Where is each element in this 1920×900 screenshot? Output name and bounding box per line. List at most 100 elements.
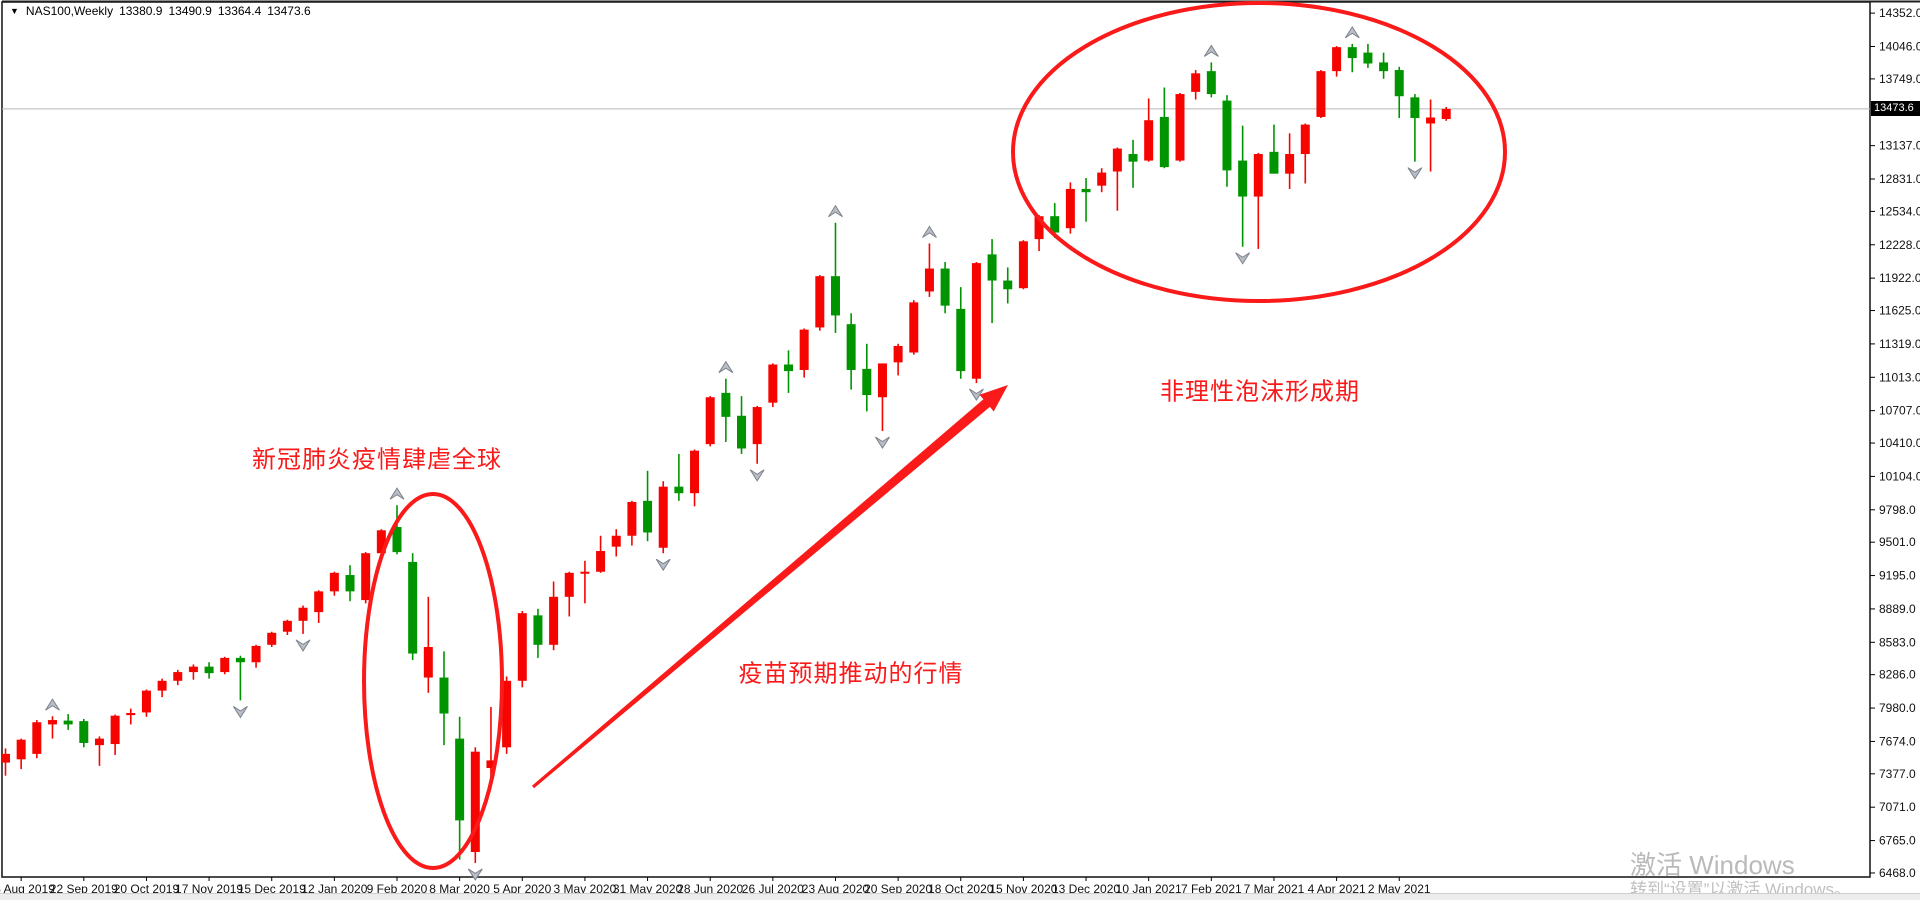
- candle-body: [862, 368, 872, 396]
- price-tick-label: 9501.0: [1879, 535, 1916, 549]
- candle-body: [1347, 47, 1357, 59]
- candle-body: [157, 680, 167, 691]
- fractal-up-icon: [922, 225, 937, 238]
- candle: [940, 262, 950, 314]
- candle-body: [690, 450, 700, 494]
- candle-body: [94, 738, 104, 746]
- candle: [1144, 98, 1154, 162]
- candle: [1206, 62, 1216, 98]
- candle-body: [1065, 188, 1075, 229]
- candle: [815, 275, 825, 331]
- candle: [282, 619, 292, 635]
- candle-body: [564, 572, 574, 597]
- date-tick-label: 20 Oct 2019: [114, 882, 180, 896]
- candle: [830, 222, 840, 333]
- candle-body: [361, 553, 371, 601]
- candle-body: [830, 276, 840, 316]
- candle: [971, 262, 981, 384]
- candle: [1, 748, 10, 776]
- fractal-down-icon: [875, 436, 890, 449]
- date-tick-label: 3 May 2020: [554, 882, 617, 896]
- candle-body: [298, 607, 308, 621]
- candle-body: [784, 364, 793, 372]
- candle-body: [220, 657, 230, 673]
- annotation-vaccine-label[interactable]: 疫苗预期推动的行情: [738, 660, 964, 688]
- candle: [157, 678, 167, 698]
- candle-body: [940, 268, 950, 306]
- candle-body: [32, 722, 42, 754]
- candle: [721, 378, 731, 442]
- candle: [1441, 107, 1451, 121]
- vaccine-rally-arrow[interactable]: [532, 385, 1008, 789]
- candle-body: [1441, 108, 1451, 120]
- candles-layer: [1, 43, 1451, 863]
- candle-body: [971, 263, 981, 379]
- date-tick-label: 15 Dec 2019: [238, 882, 306, 896]
- fractal-up-icon: [389, 487, 405, 500]
- candle: [126, 708, 136, 725]
- candle-body: [674, 486, 684, 494]
- fractal-down-icon: [232, 706, 248, 719]
- date-tick-label: 7 Mar 2021: [1244, 882, 1305, 896]
- candle: [502, 676, 512, 754]
- ohlc-low: 13364.4: [217, 4, 262, 18]
- candle: [1379, 52, 1389, 79]
- candle-body: [47, 720, 57, 725]
- candle: [924, 243, 934, 297]
- annotation-covid-label[interactable]: 新冠肺炎疫情肆虐全球: [252, 446, 502, 474]
- candle-body: [267, 632, 277, 645]
- candle-body: [173, 672, 183, 681]
- price-tick-label: 11319.0: [1879, 337, 1920, 351]
- bubble-ellipse[interactable]: [1011, 1, 1507, 303]
- windows-activation-watermark: 激活 Windows: [1630, 850, 1795, 880]
- date-tick-label: 5 Apr 2020: [493, 882, 551, 896]
- candle: [909, 300, 919, 355]
- candle: [893, 343, 903, 376]
- candle-body: [63, 720, 73, 725]
- fractal-up-icon: [45, 698, 60, 711]
- date-tick-label: 26 Jul 2020: [742, 882, 804, 896]
- fractal-up-icon: [1203, 44, 1219, 57]
- date-tick-label: 28 Jun 2020: [677, 882, 743, 896]
- candle: [564, 571, 574, 617]
- candle: [47, 716, 57, 739]
- annotation-bubble-label[interactable]: 非理性泡沫形成期: [1160, 378, 1360, 406]
- candle-body: [1253, 154, 1263, 197]
- candle: [1316, 70, 1326, 119]
- candle: [94, 736, 104, 766]
- date-tick-label: 20 Sep 2020: [864, 882, 932, 896]
- candle-body: [486, 760, 496, 769]
- candle: [235, 655, 245, 701]
- price-tick-label: 13749.0: [1879, 72, 1920, 86]
- fractal-down-icon: [467, 868, 483, 881]
- covid-crash-ellipse[interactable]: [362, 492, 504, 870]
- candle: [1285, 133, 1295, 189]
- candle: [690, 449, 700, 507]
- price-tick-label: 11922.0: [1879, 271, 1920, 285]
- ohlc-open: 13380.9: [119, 4, 163, 18]
- candle-body: [815, 276, 825, 328]
- candle: [643, 470, 653, 542]
- candle-body: [768, 364, 778, 403]
- candle: [1065, 182, 1075, 234]
- date-tick-label: 18 Oct 2020: [928, 882, 994, 896]
- candle-body: [1238, 160, 1248, 197]
- candle-body: [596, 551, 606, 572]
- candle: [1018, 240, 1028, 290]
- candle-body: [502, 680, 512, 748]
- candle: [627, 500, 637, 546]
- date-tick-label: 8 Mar 2020: [429, 882, 490, 896]
- price-tick-label: 10410.0: [1879, 436, 1920, 450]
- candle: [188, 664, 198, 680]
- candle: [439, 651, 449, 746]
- candle-body: [1034, 216, 1044, 240]
- symbol-dropdown-icon[interactable]: ▼: [10, 6, 19, 16]
- price-tick-label: 8889.0: [1879, 602, 1916, 616]
- candle-body: [1159, 116, 1169, 168]
- candle-body: [1222, 100, 1232, 171]
- candle: [1238, 125, 1248, 247]
- candle: [517, 610, 527, 688]
- price-axis: 14352.0 14046.0 13749.0 13137.0 12831.0 12534…: [1870, 6, 1920, 880]
- candle-body: [1269, 151, 1279, 174]
